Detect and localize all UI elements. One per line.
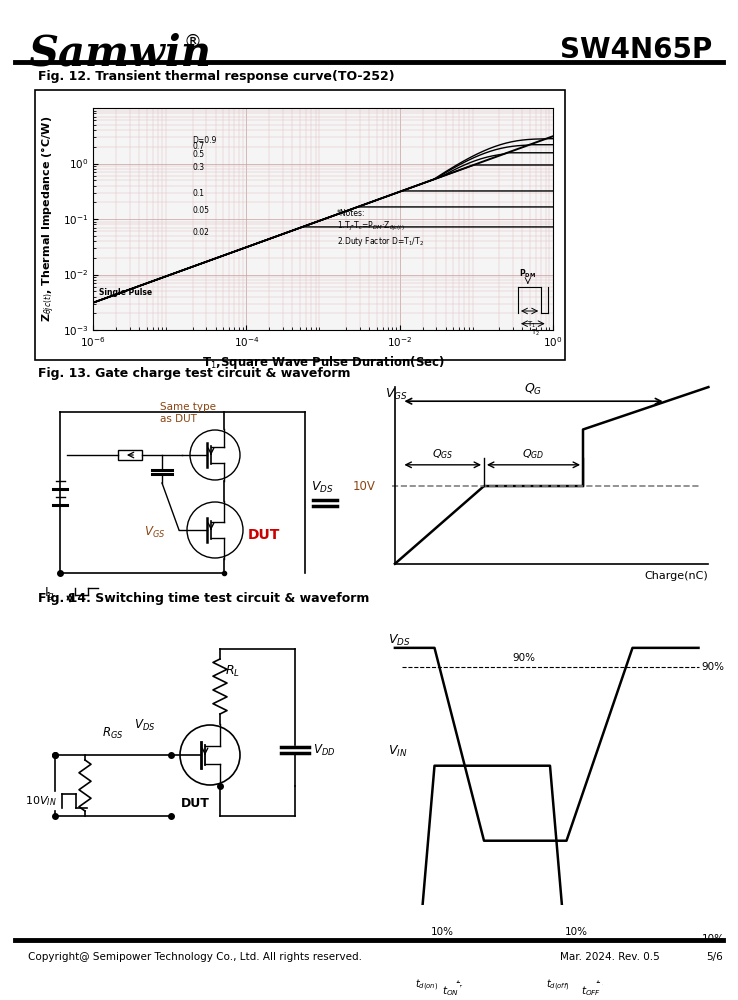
Text: $Q_{GS}$: $Q_{GS}$ <box>432 447 453 461</box>
Text: SW4N65P: SW4N65P <box>559 36 712 64</box>
Text: $V_{IN}$: $V_{IN}$ <box>388 744 407 759</box>
Text: $V_{DS}$: $V_{DS}$ <box>388 633 411 648</box>
Text: Samwin: Samwin <box>28 33 211 75</box>
Text: 10%: 10% <box>565 927 588 937</box>
Text: ®: ® <box>183 33 201 51</box>
Y-axis label: Z$_{\theta jc(t)}$, Thermal Impedance (°C/W): Z$_{\theta jc(t)}$, Thermal Impedance (°… <box>40 116 57 322</box>
Text: T$_1$: T$_1$ <box>527 320 536 330</box>
Text: 0.05: 0.05 <box>193 206 210 215</box>
Text: T$_2$: T$_2$ <box>531 328 540 338</box>
Text: 0.1: 0.1 <box>193 189 204 198</box>
Bar <box>35 90 565 360</box>
Text: 10%: 10% <box>431 927 455 937</box>
Text: 0.02: 0.02 <box>193 228 210 237</box>
Text: $t_{d(on)}$: $t_{d(on)}$ <box>415 978 438 993</box>
Text: 90%: 90% <box>512 653 535 663</box>
Text: $t_f$: $t_f$ <box>595 978 604 992</box>
Text: Same type: Same type <box>160 402 216 412</box>
Text: Charge(nC): Charge(nC) <box>645 571 708 581</box>
Text: $R_{GS}$: $R_{GS}$ <box>103 726 124 741</box>
Text: Fig. 13. Gate charge test circuit & waveform: Fig. 13. Gate charge test circuit & wave… <box>38 367 351 380</box>
Text: D=0.9: D=0.9 <box>193 136 217 145</box>
Text: 5/6: 5/6 <box>706 952 723 962</box>
Text: 90%: 90% <box>702 662 725 672</box>
Text: 10%: 10% <box>702 934 725 944</box>
Text: 0.7: 0.7 <box>193 142 205 151</box>
Text: $V_{GS}$: $V_{GS}$ <box>144 524 165 540</box>
Text: Mar. 2024. Rev. 0.5: Mar. 2024. Rev. 0.5 <box>560 952 660 962</box>
Text: $t_{d(off)}$: $t_{d(off)}$ <box>546 978 570 993</box>
Bar <box>118 450 142 460</box>
Text: I$_g$: I$_g$ <box>44 584 55 601</box>
Text: $10V_{IN}$: $10V_{IN}$ <box>25 794 57 808</box>
X-axis label: T$_1$,Square Wave Pulse Duration(Sec): T$_1$,Square Wave Pulse Duration(Sec) <box>201 354 444 371</box>
Text: $V_{DS}$: $V_{DS}$ <box>134 717 155 733</box>
Text: $\mathbf{P_{DM}}$: $\mathbf{P_{DM}}$ <box>520 267 537 280</box>
Text: 0.3: 0.3 <box>193 163 205 172</box>
Text: $V_{DS}$: $V_{DS}$ <box>311 480 334 495</box>
Text: $V_{GS}$: $V_{GS}$ <box>385 387 407 402</box>
Text: $V_{DD}$: $V_{DD}$ <box>313 742 335 758</box>
Text: *Notes:
1.T$_j$-T$_c$=P$_{DM}$·Z$_{\theta jc(t)}$
2.Duty Factor D=T$_1$/T$_2$: *Notes: 1.T$_j$-T$_c$=P$_{DM}$·Z$_{\thet… <box>337 209 424 248</box>
Text: DUT: DUT <box>181 797 210 810</box>
Text: Fig. 12. Transient thermal response curve(TO-252): Fig. 12. Transient thermal response curv… <box>38 70 395 83</box>
Text: Fig. 14. Switching time test circuit & waveform: Fig. 14. Switching time test circuit & w… <box>38 592 370 605</box>
Text: $Q_G$: $Q_G$ <box>525 382 542 397</box>
Text: $R_L$: $R_L$ <box>225 664 240 679</box>
Text: $t_{OFF}$: $t_{OFF}$ <box>581 984 601 998</box>
Text: $t_{ON}$: $t_{ON}$ <box>443 984 460 998</box>
Text: Copyright@ Semipower Technology Co., Ltd. All rights reserved.: Copyright@ Semipower Technology Co., Ltd… <box>28 952 362 962</box>
Text: $Q_{GD}$: $Q_{GD}$ <box>523 447 545 461</box>
Text: 10V: 10V <box>352 480 375 493</box>
Text: Single Pulse: Single Pulse <box>99 288 152 297</box>
Text: as DUT: as DUT <box>160 414 197 424</box>
Text: $t_r$: $t_r$ <box>455 978 463 992</box>
Text: DUT: DUT <box>248 528 280 542</box>
Text: 0.5: 0.5 <box>193 150 205 159</box>
